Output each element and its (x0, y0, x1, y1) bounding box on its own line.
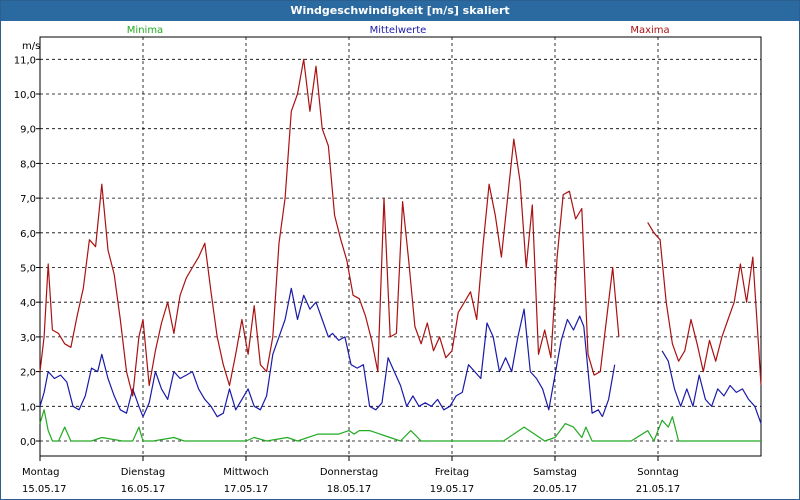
y-tick-label: 0,0 (20, 437, 36, 448)
wind-speed-chart: 0,0 1,0 2,0 3,0 4,0 5,0 6,0 7,0 8,0 9,0 10,0 11,0 m/… (14, 25, 762, 495)
x-day-label: Dienstag (121, 467, 166, 478)
x-date-label: 19.05.17 (430, 484, 475, 495)
x-date-label: 17.05.17 (224, 484, 269, 495)
x-day-label: Sonntag (637, 467, 679, 478)
y-tick-label: 5,0 (20, 264, 36, 275)
y-tick-label: 11,0 (14, 55, 36, 66)
legend-minima: Minima (127, 25, 163, 36)
x-day-label: Freitag (435, 467, 469, 478)
y-tick-label: 6,0 (20, 229, 36, 240)
x-date-label: 15.05.17 (22, 484, 67, 495)
y-axis-label: m/s (22, 41, 40, 52)
x-date-label: 21.05.17 (636, 484, 681, 495)
series-line-minima (39, 409, 761, 442)
y-tick-label: 4,0 (20, 298, 36, 309)
x-day-label: Samstag (533, 467, 577, 478)
y-tick-label: 10,0 (14, 90, 36, 101)
legend-maxima: Maxima (630, 25, 669, 36)
x-day-label: Mittwoch (223, 467, 268, 478)
x-day-label: Montag (22, 467, 59, 478)
y-tick-label: 9,0 (20, 125, 36, 136)
y-tick-label: 3,0 (20, 333, 36, 344)
series-line-maxima (647, 222, 762, 386)
series-line-mittelwerte (601, 364, 616, 417)
y-tick-label: 2,0 (20, 368, 36, 379)
y-tick-label: 1,0 (20, 402, 36, 413)
y-tick-label: 8,0 (20, 159, 36, 170)
series-line-mittelwerte (39, 287, 603, 418)
y-tick-label: 7,0 (20, 194, 36, 205)
x-date-label: 20.05.17 (533, 484, 578, 495)
x-date-label: 18.05.17 (327, 484, 372, 495)
series-line-maxima (39, 58, 620, 397)
x-day-label: Donnerstag (320, 467, 378, 478)
chart-title: Windgeschwindigkeit [m/s] skaliert (1, 1, 799, 21)
series-line-mittelwerte (661, 350, 762, 424)
x-date-label: 16.05.17 (121, 484, 166, 495)
legend-mittelwerte: Mittelwerte (370, 25, 427, 36)
